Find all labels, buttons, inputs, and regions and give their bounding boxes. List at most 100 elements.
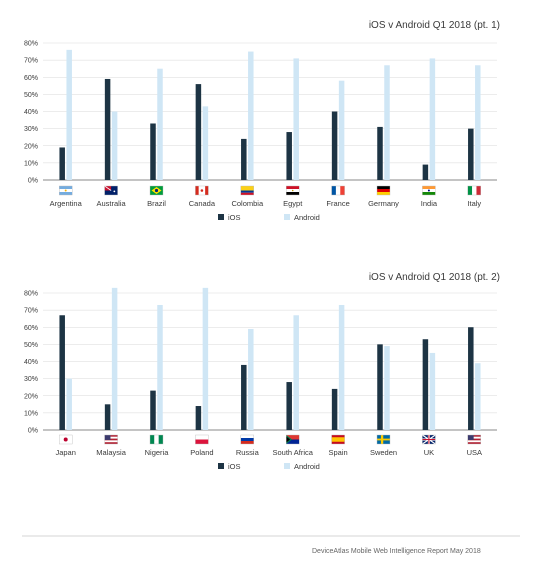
australia-flag-icon (104, 185, 118, 196)
bar-ios-germany (377, 126, 383, 180)
usa-flag-icon (104, 434, 118, 445)
y-tick-label: 70% (24, 308, 38, 315)
bar-ios-poland (195, 406, 202, 430)
bar-android-france (338, 80, 345, 180)
argentina-flag-icon (59, 185, 73, 196)
y-tick-label: 40% (24, 359, 38, 366)
legend-label-ios: iOS (228, 213, 241, 222)
bar-ios-egypt (286, 132, 292, 180)
y-tick-label: 0% (28, 178, 38, 185)
italy-flag-icon (467, 185, 481, 196)
y-tick-label: 10% (24, 410, 38, 417)
y-tick-label: 60% (24, 75, 38, 82)
legend: iOS Android (218, 213, 320, 222)
bar-android-nigeria (157, 304, 163, 430)
y-tick-label: 20% (24, 143, 38, 150)
bar-ios-uk (422, 339, 429, 430)
x-tick-label: UK (424, 448, 434, 457)
sweden-flag-icon (376, 434, 391, 445)
bar-ios-malaysia (104, 404, 111, 430)
bar-android-brazil (157, 68, 163, 180)
x-tick-label: USA (467, 448, 482, 457)
x-tick-label: Russia (236, 448, 260, 457)
bar-android-italy (475, 65, 481, 180)
bar-android-argentina (66, 49, 72, 180)
y-tick-label: 40% (24, 109, 38, 116)
spain-flag-icon (331, 434, 345, 445)
y-tick-label: 30% (24, 126, 38, 133)
nigeria-flag-icon (149, 434, 164, 445)
legend-swatch-ios (218, 214, 224, 220)
x-tick-label: France (326, 199, 349, 208)
legend-swatch-android (284, 463, 290, 469)
x-tick-label: Egypt (283, 199, 303, 208)
y-tick-label: 60% (24, 325, 38, 332)
x-tick-label: Spain (329, 448, 348, 457)
chart-2: iOS v Android Q1 2018 (pt. 2) 0% 10% 20% 30%… (24, 272, 500, 471)
bar-ios-colombia (241, 138, 247, 180)
y-tick-label: 10% (24, 160, 38, 167)
uk-flag-icon (422, 434, 436, 445)
bar-ios-usa (468, 327, 474, 430)
usa-flag-icon (467, 434, 481, 445)
bar-android-australia (111, 111, 118, 180)
x-tick-label: Nigeria (145, 448, 170, 457)
legend: iOS Android (218, 462, 320, 471)
bar-ios-canada (195, 84, 202, 180)
brazil-flag-icon (149, 185, 164, 196)
y-tick-label: 30% (24, 376, 38, 383)
canada-flag-icon (195, 185, 209, 196)
egypt-flag-icon (286, 185, 300, 196)
bar-ios-france (331, 111, 338, 180)
x-tick-label: Canada (189, 199, 216, 208)
y-tick-label: 50% (24, 342, 38, 349)
bar-android-india (429, 58, 436, 180)
bar-ios-argentina (59, 147, 65, 180)
bar-ios-india (422, 164, 429, 180)
x-tick-label: Sweden (370, 448, 397, 457)
india-flag-icon (422, 185, 436, 196)
bar-android-malaysia (111, 287, 118, 430)
colombia-flag-icon (240, 185, 255, 196)
legend-label-android: Android (294, 213, 320, 222)
bar-android-japan (66, 378, 72, 430)
bar-android-colombia (248, 51, 254, 180)
bar-android-canada (202, 106, 209, 180)
x-tick-label: Australia (97, 199, 127, 208)
x-tick-label: Brazil (147, 199, 166, 208)
legend-swatch-ios (218, 463, 224, 469)
x-tick-label: India (421, 199, 438, 208)
x-tick-label: Japan (55, 448, 75, 457)
bar-ios-spain (331, 388, 338, 430)
bar-android-sweden (384, 346, 390, 430)
legend-label-android: Android (294, 462, 320, 471)
chart-title: iOS v Android Q1 2018 (pt. 2) (369, 272, 500, 283)
x-tick-label: Argentina (50, 199, 83, 208)
chart-title: iOS v Android Q1 2018 (pt. 1) (369, 20, 500, 31)
bar-ios-australia (104, 78, 111, 180)
x-tick-label: Italy (467, 199, 481, 208)
bar-ios-sweden (377, 344, 383, 430)
y-tick-label: 50% (24, 92, 38, 99)
bar-android-germany (384, 65, 390, 180)
poland-flag-icon (195, 434, 209, 445)
x-tick-label: Malaysia (96, 448, 126, 457)
japan-flag-icon (59, 434, 73, 445)
bar-android-south-africa (293, 315, 299, 430)
bar-ios-nigeria (150, 390, 156, 430)
bar-ios-italy (468, 128, 474, 180)
germany-flag-icon (376, 185, 391, 196)
y-tick-label: 0% (28, 428, 38, 435)
bar-android-egypt (293, 58, 299, 180)
x-tick-label: Poland (190, 448, 213, 457)
legend-swatch-android (284, 214, 290, 220)
y-tick-label: 80% (24, 41, 38, 48)
bar-android-russia (248, 328, 254, 430)
bar-ios-russia (241, 364, 247, 430)
france-flag-icon (331, 185, 345, 196)
bar-android-uk (429, 352, 436, 430)
y-tick-label: 20% (24, 393, 38, 400)
x-tick-label: South Africa (272, 448, 313, 457)
y-tick-label: 80% (24, 291, 38, 298)
